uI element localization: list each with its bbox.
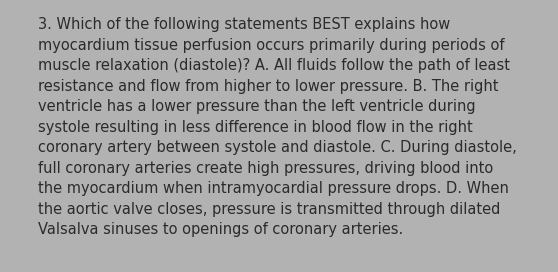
Text: myocardium tissue perfusion occurs primarily during periods of: myocardium tissue perfusion occurs prima… xyxy=(38,38,504,52)
Text: muscle relaxation (diastole)? A. All fluids follow the path of least: muscle relaxation (diastole)? A. All flu… xyxy=(38,58,510,73)
Text: full coronary arteries create high pressures, driving blood into: full coronary arteries create high press… xyxy=(38,160,493,175)
Text: systole resulting in less difference in blood flow in the right: systole resulting in less difference in … xyxy=(38,119,473,134)
Text: resistance and flow from higher to lower pressure. B. The right: resistance and flow from higher to lower… xyxy=(38,79,498,94)
Text: the myocardium when intramyocardial pressure drops. D. When: the myocardium when intramyocardial pres… xyxy=(38,181,509,196)
Text: coronary artery between systole and diastole. C. During diastole,: coronary artery between systole and dias… xyxy=(38,140,517,155)
Text: the aortic valve closes, pressure is transmitted through dilated: the aortic valve closes, pressure is tra… xyxy=(38,202,501,217)
Text: ventricle has a lower pressure than the left ventricle during: ventricle has a lower pressure than the … xyxy=(38,99,475,114)
Text: 3. Which of the following statements BEST explains how: 3. Which of the following statements BES… xyxy=(38,17,450,32)
Text: Valsalva sinuses to openings of coronary arteries.: Valsalva sinuses to openings of coronary… xyxy=(38,222,403,237)
